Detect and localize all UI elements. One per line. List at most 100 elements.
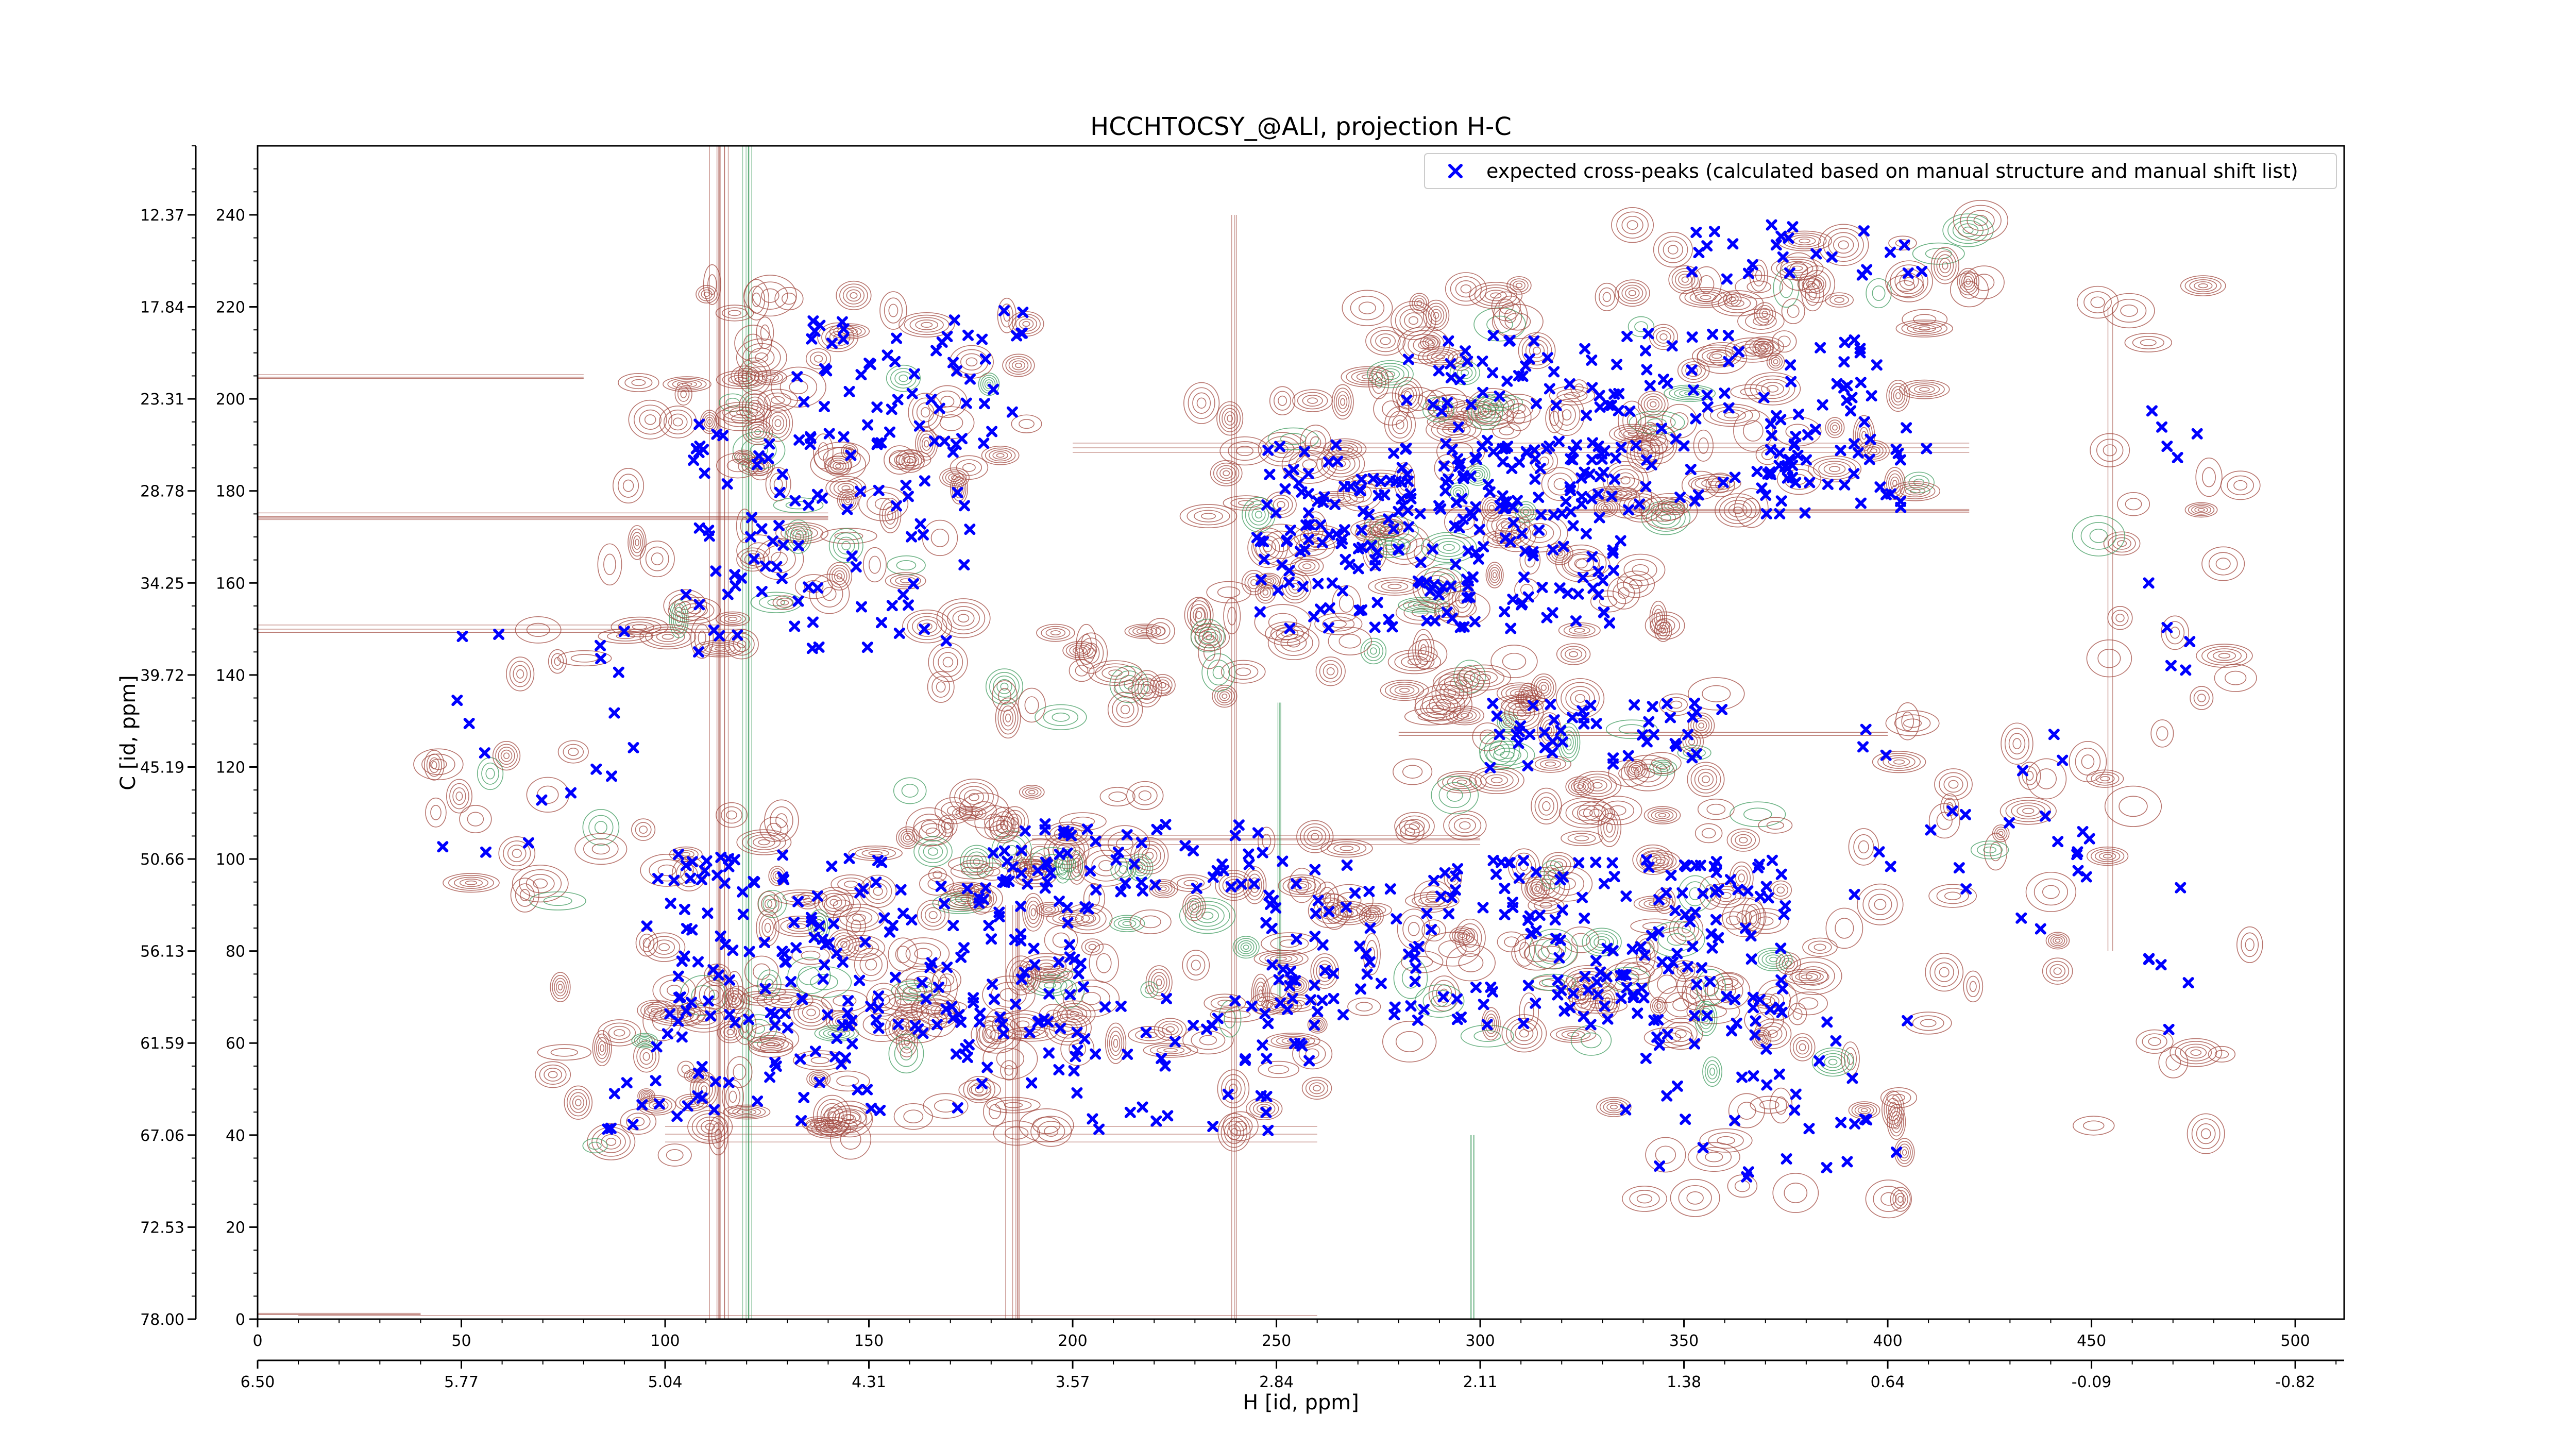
cross-peak-point xyxy=(1624,406,1636,417)
contour-ring xyxy=(1717,1136,1735,1145)
contour-ring xyxy=(2148,1037,2161,1046)
contour-ring xyxy=(1626,220,1638,230)
contour-ring xyxy=(1607,576,1640,610)
contour-ring xyxy=(632,624,648,630)
contour-ring xyxy=(1647,807,1677,823)
cross-peak-point xyxy=(1077,981,1089,993)
contour-ring xyxy=(2185,1047,2207,1059)
cross-peak-point xyxy=(1503,335,1515,347)
cross-peak-point xyxy=(722,588,734,600)
cross-peak-point xyxy=(1585,699,1597,711)
contour-ring xyxy=(606,1137,617,1146)
contour-ring xyxy=(1431,776,1479,815)
contour-ring xyxy=(1224,1009,1236,1029)
contour-ring xyxy=(1643,396,1663,413)
cross-peak-point xyxy=(1303,533,1315,545)
contour-ring xyxy=(1574,558,1588,569)
contour-ring xyxy=(1659,333,1668,341)
contour-ring xyxy=(1228,664,1259,680)
contour-ring xyxy=(862,547,887,583)
contour-ring xyxy=(1214,687,1235,705)
contour-ring xyxy=(1759,308,1771,320)
cross-peak-point xyxy=(708,1104,720,1116)
cross-peak-point xyxy=(1316,536,1328,548)
cross-peak-point xyxy=(1029,959,1041,971)
contour-ring xyxy=(1227,606,1237,626)
contour-ring xyxy=(828,528,863,563)
contour-ring xyxy=(1072,857,1081,874)
contour-ring xyxy=(1904,381,1945,397)
contour-ring xyxy=(1795,1040,1809,1055)
contour-ring xyxy=(1348,484,1372,503)
contour-ring xyxy=(1902,309,1948,330)
contour-ring xyxy=(1577,801,1615,825)
contour-ring xyxy=(2236,926,2263,963)
contour-ring xyxy=(689,1071,719,1108)
y-index-tick-label: 140 xyxy=(216,667,245,685)
cross-peak-point xyxy=(743,946,755,957)
contour-ring xyxy=(1758,817,1793,834)
contour-ring xyxy=(1744,336,1785,357)
contour-ring xyxy=(1482,530,1522,549)
cross-peak-point xyxy=(748,875,759,887)
contour-ring xyxy=(1490,777,1503,784)
contour-ring xyxy=(1788,234,1822,247)
contour-ring xyxy=(1664,500,1685,512)
contour-ring xyxy=(492,741,521,771)
contour-ring xyxy=(2107,605,2133,630)
cross-peak-point xyxy=(1592,565,1604,577)
contour-ring xyxy=(916,402,935,423)
y-ppm-tick-label: 78.00 xyxy=(140,1311,184,1329)
contour-ring xyxy=(1501,684,1538,702)
cross-peak-point xyxy=(2156,421,2168,433)
contour-ring xyxy=(1891,386,1906,406)
contour-ring xyxy=(1719,496,1757,525)
contour-ring xyxy=(1254,604,1312,641)
contour-ring xyxy=(714,1128,722,1143)
contour-ring xyxy=(1308,893,1352,929)
cross-peak-point xyxy=(1608,871,1620,883)
contour-ring xyxy=(1458,923,1482,953)
contour-ring xyxy=(723,1104,771,1120)
cross-peak-point xyxy=(1082,903,1094,915)
contour-ring xyxy=(1138,790,1151,801)
cross-peak-point xyxy=(1748,1070,1759,1082)
contour-ring xyxy=(965,357,978,367)
contour-ring xyxy=(1369,647,1377,655)
cross-peak-point xyxy=(1611,359,1623,370)
contour-ring xyxy=(1492,572,1497,578)
contour-ring xyxy=(2036,768,2057,789)
contour-ring xyxy=(1492,304,1544,340)
contour-ring xyxy=(1580,992,1586,1001)
contour-ring xyxy=(2194,507,2208,513)
contour-ring xyxy=(1427,413,1473,430)
cross-peak-point xyxy=(1452,453,1464,465)
contour-ring xyxy=(1688,712,1715,739)
cross-peak-point xyxy=(676,1031,688,1043)
contour-ring xyxy=(1697,798,1735,820)
contour-ring xyxy=(2120,305,2138,317)
contour-ring xyxy=(1222,693,1228,699)
contour-ring xyxy=(1880,1192,1897,1206)
contour-ring xyxy=(972,888,990,909)
contour-ring xyxy=(1044,1010,1092,1046)
contour-ring xyxy=(1190,597,1211,637)
cross-peak-point xyxy=(1742,267,1754,279)
cross-peak-point xyxy=(1665,712,1676,723)
cross-peak-point xyxy=(2155,959,2167,971)
contour-ring xyxy=(721,307,748,319)
contour-ring xyxy=(1983,846,1997,854)
contour-ring xyxy=(1314,613,1363,635)
cross-peak-point xyxy=(1336,585,1348,597)
cross-peak-point xyxy=(1790,1088,1802,1100)
cross-peak-point xyxy=(979,353,991,365)
x-index-tick-label: 200 xyxy=(1058,1332,1087,1350)
contour-ring xyxy=(810,913,828,939)
cross-peak-point xyxy=(1835,445,1846,457)
contour-ring xyxy=(1686,1191,1704,1205)
cross-peak-point xyxy=(728,854,740,866)
contour-ring xyxy=(1640,850,1666,869)
contour-ring xyxy=(984,867,1001,877)
cross-peak-point xyxy=(1752,862,1764,873)
contour-ring xyxy=(1098,860,1114,871)
